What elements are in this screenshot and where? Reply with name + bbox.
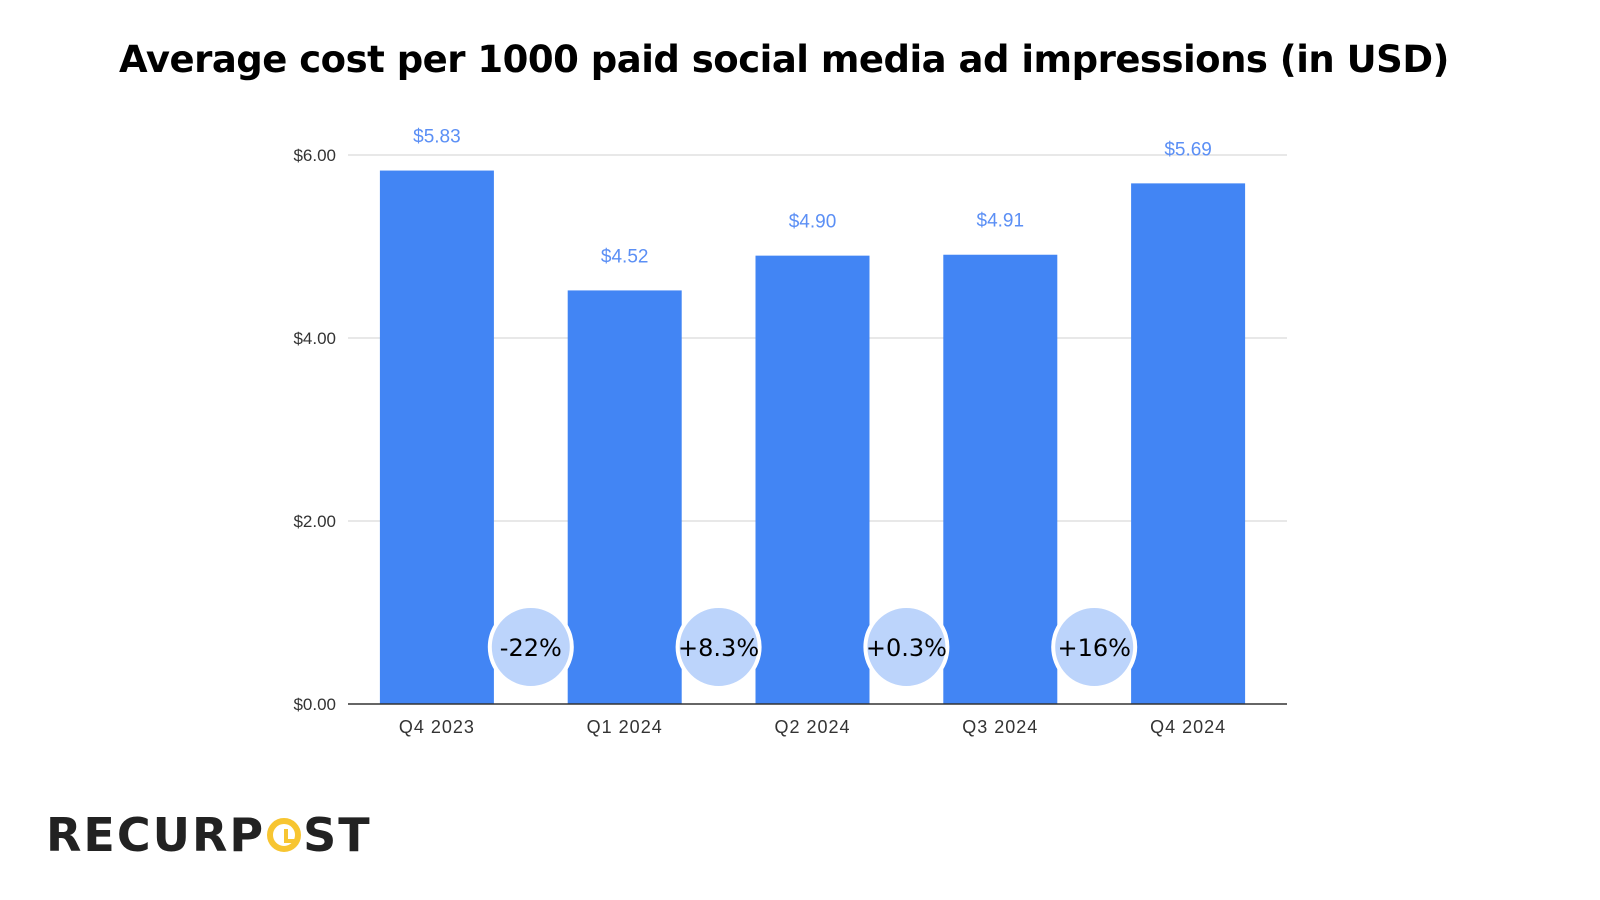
data-label: $5.69 (1164, 139, 1212, 160)
recurpost-logo: RECURP ST (46, 808, 372, 862)
bar (943, 254, 1058, 705)
change-label: +0.3% (866, 634, 947, 662)
x-tick-label: Q3 2024 (962, 717, 1038, 737)
change-bubble (863, 604, 950, 690)
data-label: $4.90 (789, 212, 837, 233)
change-label: +16% (1057, 634, 1130, 662)
bar (567, 290, 682, 704)
bar (755, 255, 870, 704)
bar (379, 170, 494, 704)
bar (1131, 183, 1246, 705)
change-bubble (487, 604, 574, 690)
x-tick-label: Q4 2024 (1150, 717, 1226, 737)
y-tick-label: $0.00 (293, 695, 336, 714)
x-tick-label: Q1 2024 (587, 717, 663, 737)
data-label: $4.91 (977, 211, 1025, 232)
chart-title: Average cost per 1000 paid social media … (119, 38, 1449, 81)
logo-text-right: ST (303, 808, 372, 862)
clock-icon (267, 818, 302, 852)
change-bubble (1051, 604, 1138, 690)
data-label: $4.52 (601, 246, 649, 267)
change-label: +8.3% (678, 634, 759, 662)
y-tick-label: $4.00 (293, 329, 336, 348)
bar-chart: $0.00 $2.00 $4.00 $6.00 $5.83 Q4 2023 $4.52 Q1 … (293, 127, 1287, 737)
data-label: $5.83 (413, 127, 461, 148)
change-bubble (675, 604, 762, 690)
logo-text-left: RECURP (46, 808, 266, 862)
change-label: -22% (500, 634, 562, 662)
y-tick-label: $6.00 (293, 146, 336, 165)
x-tick-label: Q4 2023 (399, 717, 475, 737)
y-tick-label: $2.00 (293, 512, 336, 531)
x-tick-label: Q2 2024 (774, 717, 850, 737)
